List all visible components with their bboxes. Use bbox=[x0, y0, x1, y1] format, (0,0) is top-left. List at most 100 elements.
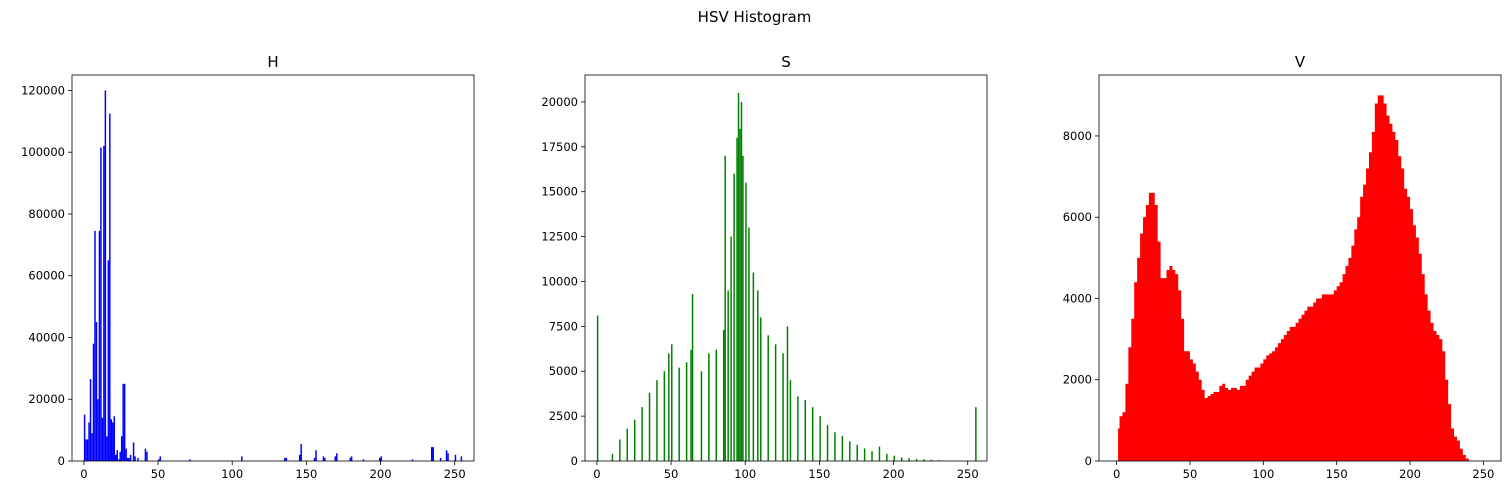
y-tick-label: 40000 bbox=[28, 330, 65, 344]
x-tick-label: 50 bbox=[1183, 467, 1198, 481]
subplot-s: S0 50 100 150 200 250025005000750010000125001… bbox=[541, 53, 988, 481]
x-tick-label: 250 bbox=[444, 467, 466, 481]
histogram-bar bbox=[158, 459, 160, 461]
histogram-bar bbox=[849, 441, 851, 461]
histogram-bar bbox=[691, 294, 694, 461]
x-tick-label: 100 bbox=[734, 467, 756, 481]
histogram-bar bbox=[447, 453, 449, 461]
histogram-bar bbox=[92, 343, 95, 461]
histogram-bar bbox=[241, 456, 243, 461]
histogram-bar bbox=[94, 230, 96, 461]
histogram-bar bbox=[671, 344, 673, 461]
x-tick-label: 0 bbox=[80, 467, 87, 481]
histogram-bar bbox=[863, 448, 866, 461]
histogram-bar bbox=[930, 459, 933, 461]
x-tick-label: 200 bbox=[1399, 467, 1421, 481]
histogram-bar bbox=[774, 344, 777, 461]
histogram-bar bbox=[146, 451, 148, 461]
histogram-bar bbox=[454, 454, 457, 461]
histogram-bar bbox=[856, 444, 858, 461]
histogram-bar bbox=[685, 362, 688, 461]
histogram-bar bbox=[760, 317, 762, 461]
histogram-bar bbox=[700, 371, 703, 461]
histogram-bar bbox=[915, 458, 918, 461]
histogram-bar bbox=[871, 451, 873, 461]
histogram-bar bbox=[733, 173, 735, 461]
histogram-bar bbox=[128, 457, 130, 461]
histogram-bar bbox=[736, 137, 738, 461]
histogram-bar bbox=[938, 460, 940, 461]
histogram-bar bbox=[85, 439, 87, 461]
histogram-area bbox=[1116, 95, 1472, 461]
axes-frame bbox=[1098, 74, 1502, 462]
histogram-bar bbox=[89, 379, 92, 461]
histogram-bar bbox=[641, 407, 643, 461]
histogram-bar bbox=[98, 230, 101, 461]
y-tick-label: 8000 bbox=[1063, 129, 1092, 143]
histogram-bar bbox=[95, 322, 98, 461]
histogram-bar bbox=[900, 457, 903, 461]
x-tick-label: 250 bbox=[957, 467, 979, 481]
histogram-bar bbox=[313, 457, 316, 461]
histogram-bar bbox=[797, 396, 799, 461]
histogram-bar bbox=[786, 326, 789, 461]
y-tick-label: 6000 bbox=[1063, 210, 1092, 224]
histogram-bar bbox=[129, 454, 132, 461]
y-tick-label: 4000 bbox=[1063, 291, 1092, 305]
histogram-bar bbox=[908, 458, 910, 461]
y-tick-label: 0 bbox=[58, 454, 65, 468]
histogram-bar bbox=[88, 422, 90, 461]
subplot-v: V 0 50 100 150 200 250 0 2000 4000 6000 8000 bbox=[1063, 53, 1502, 481]
histogram-bar bbox=[107, 260, 110, 461]
histogram-bar bbox=[722, 329, 725, 461]
histogram-bar bbox=[106, 436, 108, 461]
histogram-bar bbox=[757, 290, 759, 461]
histogram-bar bbox=[648, 392, 651, 461]
histogram-bar bbox=[834, 432, 836, 461]
subplot-title: V bbox=[1295, 53, 1306, 71]
x-tick-label: 100 bbox=[221, 467, 243, 481]
subplot-title: H bbox=[267, 53, 278, 71]
histogram-bar bbox=[109, 113, 111, 461]
histogram-bar bbox=[708, 353, 710, 461]
histogram-bar bbox=[739, 128, 741, 461]
histogram-bar bbox=[893, 455, 896, 461]
histogram-bar bbox=[690, 349, 692, 461]
histogram-bar bbox=[119, 451, 121, 461]
histogram-bar bbox=[104, 90, 107, 461]
y-tick-label: 12500 bbox=[541, 230, 578, 244]
histogram-bar bbox=[86, 439, 89, 461]
histogram-bar bbox=[727, 290, 729, 461]
histogram-bar bbox=[656, 380, 658, 461]
histogram-bar bbox=[740, 101, 743, 461]
histogram-bar bbox=[324, 457, 326, 461]
y-tick-label: 10000 bbox=[541, 274, 578, 288]
histogram-bar bbox=[432, 447, 434, 461]
histogram-bar bbox=[445, 450, 448, 461]
histogram-bar bbox=[379, 457, 381, 461]
histogram-bar bbox=[322, 456, 325, 461]
histogram-bar bbox=[122, 383, 124, 461]
histogram-bar bbox=[100, 147, 102, 461]
histogram-bar bbox=[144, 448, 147, 461]
histogram-bar bbox=[748, 227, 750, 461]
figure-title: HSV Histogram bbox=[697, 8, 812, 26]
histogram-bar bbox=[132, 442, 135, 461]
histogram-bar bbox=[137, 457, 139, 461]
y-tick-label: 5000 bbox=[549, 364, 578, 378]
histogram-bar bbox=[611, 453, 614, 461]
y-tick-label: 20000 bbox=[28, 392, 65, 406]
histogram-bar bbox=[126, 457, 129, 461]
y-tick-label: 2500 bbox=[549, 409, 578, 423]
histogram-bar bbox=[678, 367, 680, 461]
histogram-bar bbox=[663, 371, 666, 461]
histogram-bar bbox=[110, 419, 113, 461]
histogram-bar bbox=[300, 444, 302, 461]
y-tick-label: 60000 bbox=[28, 269, 65, 283]
histogram-bar bbox=[117, 459, 120, 461]
histogram-bar bbox=[101, 417, 104, 461]
histogram-bar bbox=[350, 456, 353, 461]
histogram-bar bbox=[878, 446, 881, 461]
x-tick-label: 150 bbox=[1326, 467, 1348, 481]
